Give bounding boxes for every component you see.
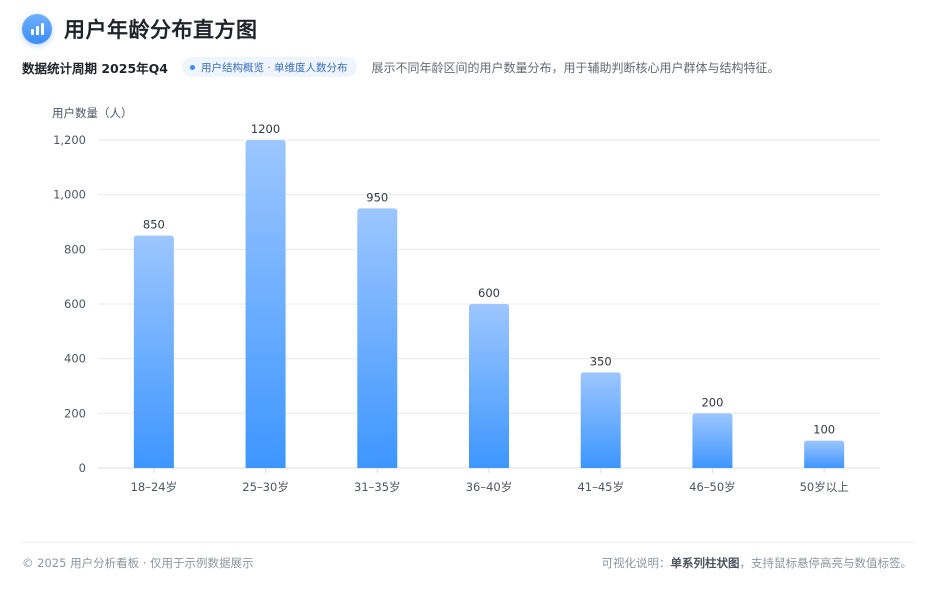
bar-value-label: 850 <box>143 218 165 232</box>
y-tick-label: 200 <box>64 406 86 420</box>
bar-value-label: 100 <box>813 423 835 437</box>
bar-value-label: 600 <box>478 286 500 300</box>
x-tick-label: 50岁以上 <box>800 480 849 494</box>
x-tick-label: 31–35岁 <box>354 480 401 494</box>
footer-divider <box>22 542 914 543</box>
header: 用户年龄分布直方图 <box>22 14 258 44</box>
bar-value-label: 350 <box>590 354 612 368</box>
chart-description: 展示不同年龄区间的用户数量分布，用于辅助判断核心用户群体与结构特征。 <box>371 60 780 75</box>
bar[interactable] <box>692 413 733 468</box>
x-tick-label: 41–45岁 <box>577 480 624 494</box>
subheader: 数据统计周期 2025年Q4 用户结构概览 · 单维度人数分布 展示不同年龄区间… <box>22 57 780 77</box>
y-tick-label: 400 <box>64 352 86 366</box>
bar-value-label: 200 <box>701 395 723 409</box>
y-tick-label: 800 <box>64 242 86 256</box>
x-tick-label: 46–50岁 <box>689 480 736 494</box>
bar[interactable] <box>469 304 509 468</box>
bar-chart-icon <box>22 14 52 44</box>
bar[interactable] <box>580 372 621 468</box>
y-axis-ticks: 0 200 400 600 800 1,000 1,200 <box>53 133 86 475</box>
category-tag-label: 用户结构概览 · 单维度人数分布 <box>200 61 348 74</box>
period-label: 数据统计周期 2025年Q4 <box>22 60 168 76</box>
bar-value-label: 950 <box>366 190 388 204</box>
footer-note-prefix: 可视化说明： <box>601 556 671 570</box>
y-axis-label: 用户数量（人） <box>52 106 133 120</box>
bar-value-label: 1200 <box>251 122 280 136</box>
footer-note: 可视化说明：单系列柱状图，支持鼠标悬停高亮与数值标签。 <box>602 555 913 571</box>
x-tick-label: 18–24岁 <box>131 480 178 494</box>
value-labels: 850 1200 950 600 350 200 100 <box>143 122 835 437</box>
bar-chart: 用户数量（人） 0 200 400 600 800 1,000 1,200 850 1200 9… <box>52 106 880 494</box>
bar[interactable] <box>245 140 286 468</box>
footer-note-suffix: ，支持鼠标悬停高亮与数值标签。 <box>739 556 913 570</box>
bar[interactable] <box>133 235 174 468</box>
bar[interactable] <box>804 440 845 468</box>
y-tick-label: 1,200 <box>53 133 86 147</box>
x-axis-ticks: 18–24岁 25–30岁 31–35岁 36–40岁 41–45岁 46–50岁 50岁以… <box>131 468 849 494</box>
footer-copyright: © 2025 用户分析看板 · 仅用于示例数据展示 <box>22 556 254 570</box>
x-tick-label: 36–40岁 <box>466 480 513 494</box>
footer-note-chart-type: 单系列柱状图 <box>670 556 740 570</box>
dot-icon <box>189 64 195 70</box>
bar[interactable] <box>357 208 398 469</box>
bars <box>133 140 845 469</box>
page-title: 用户年龄分布直方图 <box>64 18 258 42</box>
y-tick-label: 600 <box>64 297 86 311</box>
category-tag: 用户结构概览 · 单维度人数分布 <box>181 57 358 77</box>
y-tick-label: 0 <box>79 461 86 475</box>
x-tick-label: 25–30岁 <box>242 480 289 494</box>
y-tick-label: 1,000 <box>53 188 86 202</box>
